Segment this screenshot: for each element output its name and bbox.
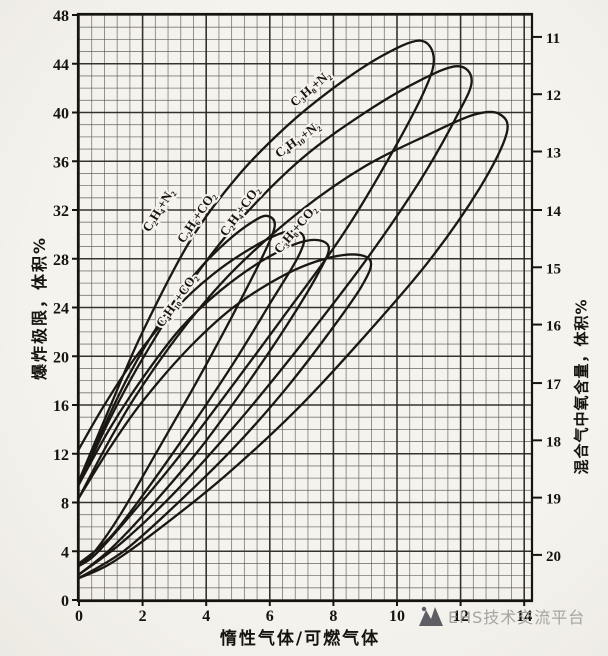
y-left-tick-label: 20: [53, 349, 69, 366]
y-left-tick-label: 12: [53, 447, 69, 464]
y-left-tick-label: 16: [53, 398, 69, 415]
curve-C₂H₆+CO₂: [77, 229, 306, 565]
x-tick-label: 10: [389, 608, 405, 625]
x-tick-label: 0: [75, 608, 83, 625]
curve-C₂H₄+N₂: [77, 39, 435, 568]
watermark-text: EHS技术交流平台: [448, 608, 586, 627]
y-right-tick-label: 11: [546, 31, 560, 47]
y-right-tick-label: 12: [546, 88, 561, 104]
y-right-tick-label: 14: [546, 204, 562, 220]
x-tick-label: 8: [329, 608, 337, 625]
y-right-tick-label: 13: [546, 146, 561, 162]
y-left-tick-label: 8: [61, 496, 69, 513]
x-tick-label: 4: [202, 608, 210, 625]
x-tick-label: 12: [453, 608, 469, 625]
x-tick-label: 14: [516, 608, 532, 625]
x-axis-title: 惰性气体/可燃气体: [219, 629, 381, 649]
y-left-tick-label: 44: [53, 57, 69, 74]
curve-C₄H₁₀+CO₂: [77, 253, 373, 580]
y-left-tick-label: 24: [53, 301, 69, 318]
x-tick-label: 2: [139, 608, 147, 625]
y-right-tick-label: 17: [546, 377, 562, 393]
y-right-tick-label: 19: [546, 492, 561, 508]
curve-C₂H₄+CO₂: [77, 214, 276, 568]
y-left-tick-label: 0: [61, 593, 69, 610]
curve-C₃H₈+N₂: [77, 65, 473, 576]
y-left-tick-label: 36: [53, 154, 69, 171]
y-right-tick-label: 18: [546, 434, 561, 450]
watermark: EHS技术交流平台: [418, 604, 585, 628]
axis-tick-labels: 0481216202428323640444811121314151617181…: [53, 8, 562, 625]
y-right-tick-label: 20: [546, 549, 561, 565]
right-axis-title: 混合气中氧含量，体积%: [572, 298, 591, 475]
y-left-tick-label: 32: [53, 203, 69, 220]
grid-major-lines: [78, 14, 532, 601]
y-right-tick-label: 15: [546, 261, 561, 277]
y-right-tick-label: 16: [546, 319, 562, 335]
curve-C₃H₈+CO₂: [77, 238, 331, 576]
mountain-logo-icon: [419, 606, 443, 626]
x-tick-label: 6: [266, 608, 274, 625]
y-left-tick-label: 40: [53, 106, 69, 123]
left-axis-title: 爆炸极限，体积%: [30, 235, 49, 381]
curve-C₄H₁₀+N₂: [77, 110, 509, 580]
y-left-tick-label: 48: [53, 8, 69, 25]
axis-tick-marks: [72, 14, 542, 606]
y-left-tick-label: 28: [53, 252, 69, 269]
y-left-tick-label: 4: [61, 544, 69, 561]
flammability-curves: [77, 39, 509, 580]
